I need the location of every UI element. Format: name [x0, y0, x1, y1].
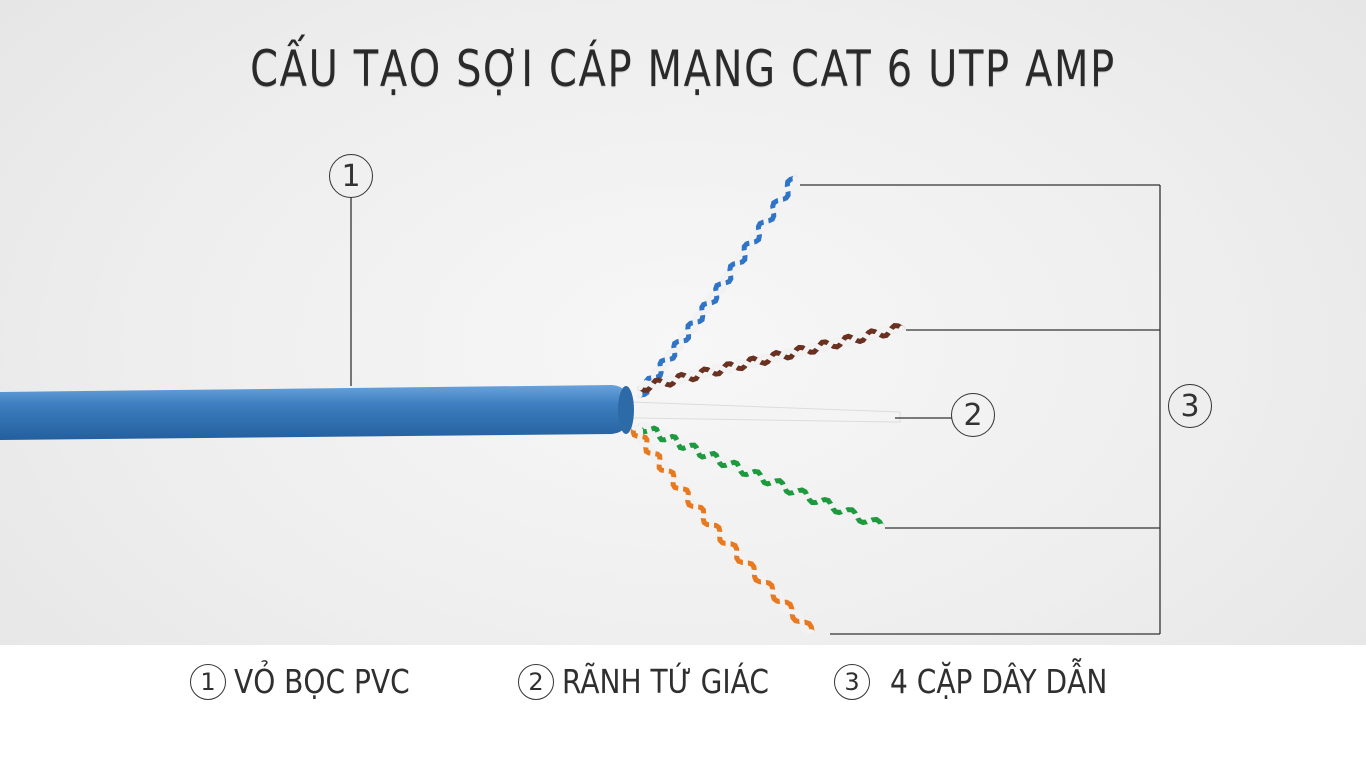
- legend-number: 1: [190, 663, 226, 700]
- wire-pair-blue: [636, 175, 799, 398]
- leader-lines: [350, 184, 1161, 635]
- legend-background: [0, 645, 1366, 720]
- marker-1: 1: [329, 154, 373, 198]
- wire-pair-brown: [637, 323, 905, 393]
- legend-label: 4 CẶP DÂY DẪN: [890, 662, 1108, 701]
- legend-number: 3: [834, 663, 870, 700]
- wire-pair-blue-white-wire: [636, 175, 799, 398]
- wire-pair-orange-white-wire: [631, 425, 815, 635]
- wire-pair-green: [637, 421, 885, 530]
- marker-3: 3: [1168, 384, 1212, 428]
- wire-pair-orange: [630, 425, 815, 635]
- wire-pair-brown-white-wire: [637, 325, 905, 391]
- diagram-title: CẤU TẠO SỢI CÁP MẠNG CAT 6 UTP AMP: [250, 40, 1116, 98]
- legend-number: 2: [518, 663, 554, 700]
- cable-jacket: [0, 385, 632, 440]
- legend-item-pairs: 3 4 CẶP DÂY DẪN: [834, 662, 1146, 701]
- wire-pair-green-white-wire: [637, 421, 885, 530]
- legend-item-jacket: 1 VỎ BỌC PVC: [190, 662, 441, 701]
- cross-separator: [631, 401, 901, 423]
- marker-2: 2: [951, 393, 995, 437]
- legend-item-separator: 2 RÃNH TỨ GIÁC: [518, 662, 805, 701]
- bottom-margin: [0, 718, 1366, 768]
- legend-label: RÃNH TỨ GIÁC: [562, 662, 769, 701]
- jacket-end: [618, 386, 634, 434]
- legend-label: VỎ BỌC PVC: [234, 662, 410, 701]
